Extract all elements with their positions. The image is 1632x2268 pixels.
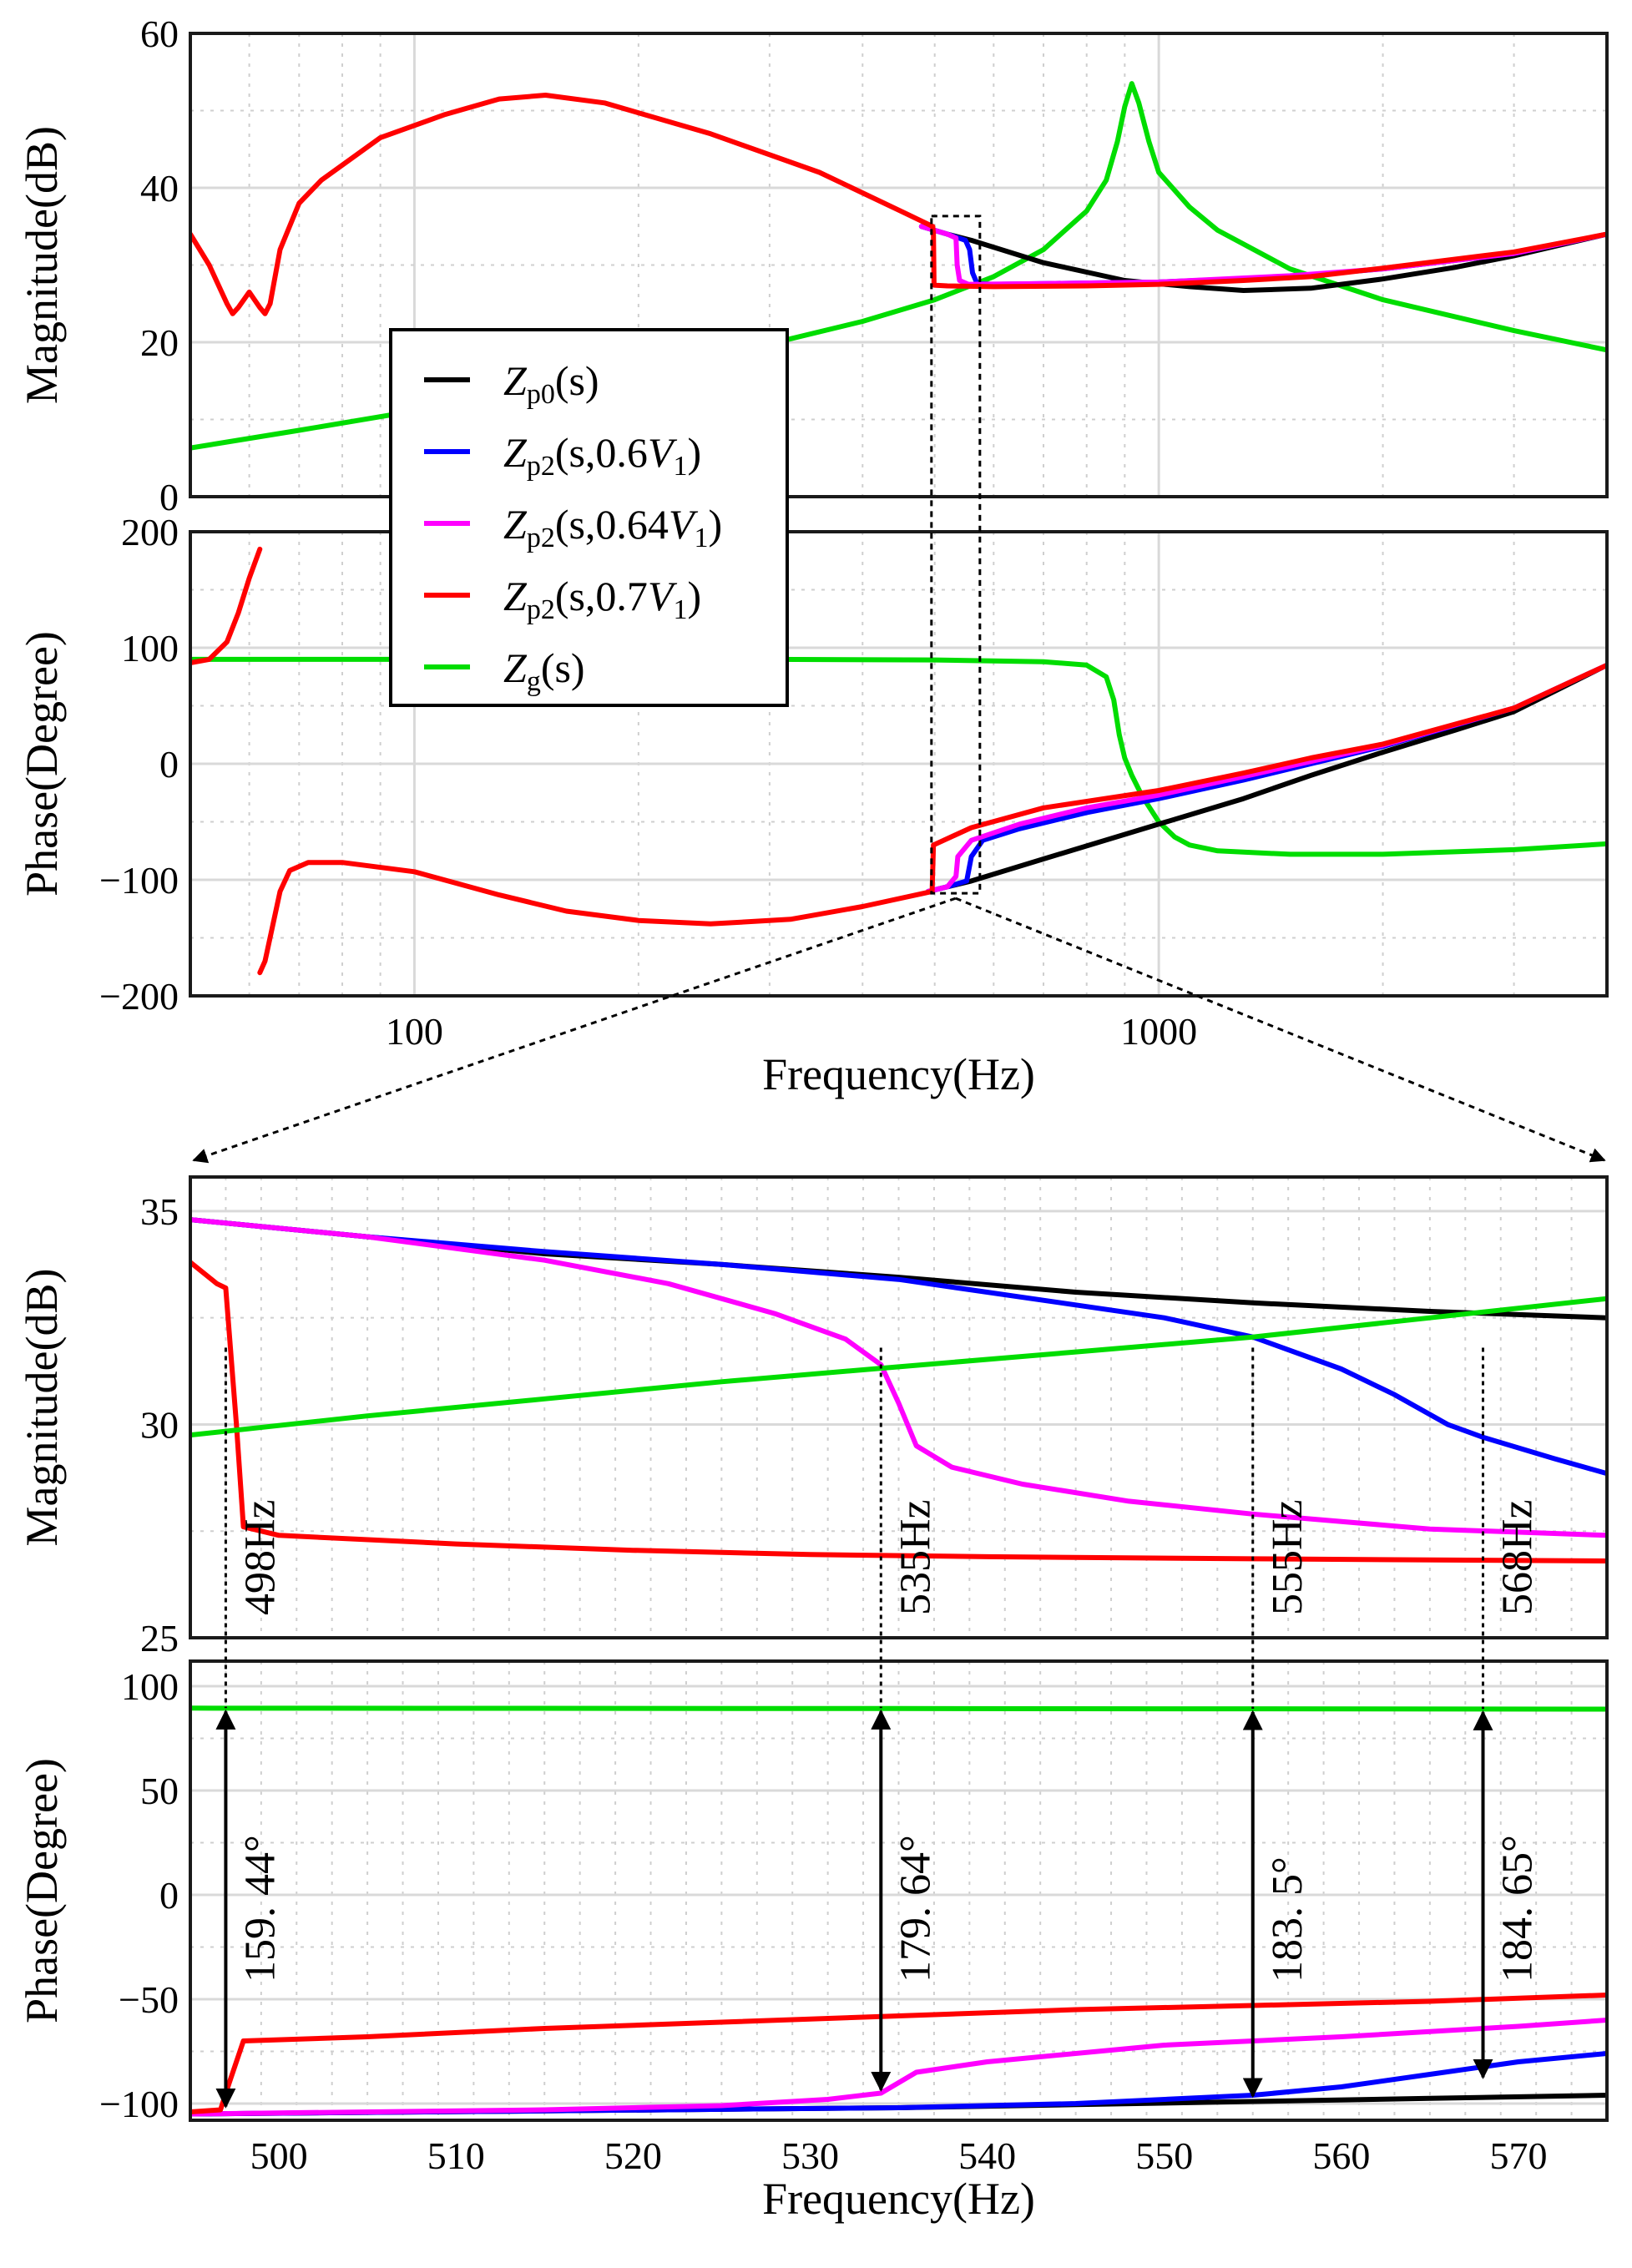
y-tick-label: 0 xyxy=(159,476,179,518)
series-line-Zp2_07 xyxy=(190,1260,1607,1563)
series-line-Zp2_064 xyxy=(190,2018,1607,2117)
y-tick-label: 20 xyxy=(140,321,179,364)
series-line-Zp2_07 xyxy=(257,662,1607,976)
x-tick-label: 540 xyxy=(958,2134,1016,2177)
crossover-marker: 568Hz 184. 65° xyxy=(1473,1347,1542,2079)
phase-difference-label: 159. 44° xyxy=(236,1835,284,1983)
frequency-label: 555Hz xyxy=(1264,1499,1311,1615)
legend-entry: Zg(s) xyxy=(424,644,585,697)
plot-frame xyxy=(189,530,1609,998)
series-group xyxy=(190,1217,1607,1563)
legend-entry: Zp2(s,0.64V1) xyxy=(424,501,722,553)
y-tick-label: 0 xyxy=(159,1874,179,1917)
x-axis-label: Frequency(Hz) xyxy=(762,1049,1035,1099)
overlay-layer: 498Hz 159. 44° 535Hz 179. 64° 555Hz 183. 5° 56… xyxy=(192,215,1606,2109)
phase-difference-label: 184. 65° xyxy=(1494,1835,1542,1983)
x-tick-label: 550 xyxy=(1135,2134,1193,2177)
series-line-Zp2_064 xyxy=(190,1217,1607,1538)
frequency-label: 535Hz xyxy=(892,1499,939,1615)
legend-label: Zp2(s,0.64V1) xyxy=(503,501,722,553)
y-tick-label: 25 xyxy=(140,1617,179,1659)
y-tick-label: −100 xyxy=(99,859,179,902)
series-line-Zp2_07 xyxy=(190,546,263,666)
y-axis-label: Magnitude(dB) xyxy=(17,1269,67,1547)
x-tick-label: 560 xyxy=(1312,2134,1370,2177)
legend-label: Zp0(s) xyxy=(503,357,599,410)
series-line-Zg xyxy=(190,1296,1607,1438)
chart-mag_full: 0 20 40 60 Magnitude(dB) xyxy=(17,13,1609,518)
x-tick-label: 1000 xyxy=(1120,1010,1197,1053)
phase-difference-label: 183. 5° xyxy=(1264,1856,1311,1983)
y-tick-label: 35 xyxy=(140,1190,179,1233)
legend-label: Zp2(s,0.6V1) xyxy=(503,429,701,482)
y-tick-label: 40 xyxy=(140,167,179,210)
y-tick-label: −100 xyxy=(99,2083,179,2125)
phase-difference-label: 179. 64° xyxy=(892,1835,939,1983)
y-axis-label: Phase(Degree) xyxy=(17,631,67,897)
plot-frame xyxy=(189,1659,1609,2122)
y-axis-label: Phase(Degree) xyxy=(17,1758,67,2023)
crossover-marker: 535Hz 179. 64° xyxy=(871,1347,939,2092)
frequency-label: 568Hz xyxy=(1494,1499,1542,1615)
series-line-Zp0 xyxy=(925,662,1607,894)
y-tick-label: −50 xyxy=(119,1978,179,2021)
plot-frame xyxy=(189,32,1609,498)
series-line-Zg xyxy=(190,1705,1607,1712)
chart-phase_zoom: −100 −50 0 50 100 500 510 520 530 540 550 560 570 Pha… xyxy=(17,1659,1609,2224)
chart-mag_zoom: 25 30 35 Magnitude(dB) xyxy=(17,1175,1609,1659)
series-line-Zg xyxy=(190,656,1607,857)
y-axis-label: Magnitude(dB) xyxy=(17,126,67,404)
frequency-label: 498Hz xyxy=(236,1499,284,1615)
zoom-region-box xyxy=(930,215,982,895)
series-line-Zp2_07 xyxy=(190,93,1607,316)
x-tick-label: 530 xyxy=(781,2134,839,2177)
y-tick-label: 100 xyxy=(121,627,179,669)
y-tick-label: −200 xyxy=(99,975,179,1018)
y-tick-label: 60 xyxy=(140,13,179,55)
y-tick-label: 30 xyxy=(140,1403,179,1446)
series-line-Zp2_064 xyxy=(925,662,1607,894)
legend-box xyxy=(389,328,789,707)
legend-entry: Zp2(s,0.7V1) xyxy=(424,573,701,625)
x-tick-label: 570 xyxy=(1489,2134,1547,2177)
chart-phase_full: −200 −100 0 100 200 100 1000 Phase(Degree) Frequ… xyxy=(17,511,1609,1099)
zoom-connector-right-arrow xyxy=(955,897,1606,1163)
x-tick-label: 510 xyxy=(427,2134,485,2177)
x-axis-label: Frequency(Hz) xyxy=(762,2174,1035,2224)
plot-frame xyxy=(189,1175,1609,1639)
y-tick-label: 50 xyxy=(140,1770,179,1812)
y-tick-label: 200 xyxy=(121,511,179,553)
y-tick-label: 100 xyxy=(121,1665,179,1708)
legend-entry: Zp0(s) xyxy=(424,357,599,410)
y-tick-label: 0 xyxy=(159,743,179,785)
crossover-marker: 498Hz 159. 44° xyxy=(215,1347,284,2109)
plots-layer: 0 20 40 60 Magnitude(dB) −200 −100 0 100 200 100 10… xyxy=(17,13,1609,2224)
x-tick-label: 520 xyxy=(604,2134,662,2177)
series-line-Zp2_06 xyxy=(925,662,1607,894)
series-line-Zp2_06 xyxy=(190,1217,1607,1477)
zoom-connector-left-arrow xyxy=(192,897,957,1164)
x-tick-label: 500 xyxy=(250,2134,308,2177)
series-group xyxy=(190,546,1607,976)
series-group xyxy=(190,81,1607,451)
legend-entry: Zp2(s,0.6V1) xyxy=(424,429,701,482)
crossover-marker: 555Hz 183. 5° xyxy=(1242,1347,1311,2099)
legend-label: Zg(s) xyxy=(503,644,585,697)
grid xyxy=(189,1661,1608,2120)
legend-label: Zp2(s,0.7V1) xyxy=(503,573,701,625)
legend: Zp0(s) Zp2(s,0.6V1) Zp2(s,0.64V1) Zp2(s,0.7… xyxy=(389,328,789,707)
x-tick-label: 100 xyxy=(386,1010,443,1053)
